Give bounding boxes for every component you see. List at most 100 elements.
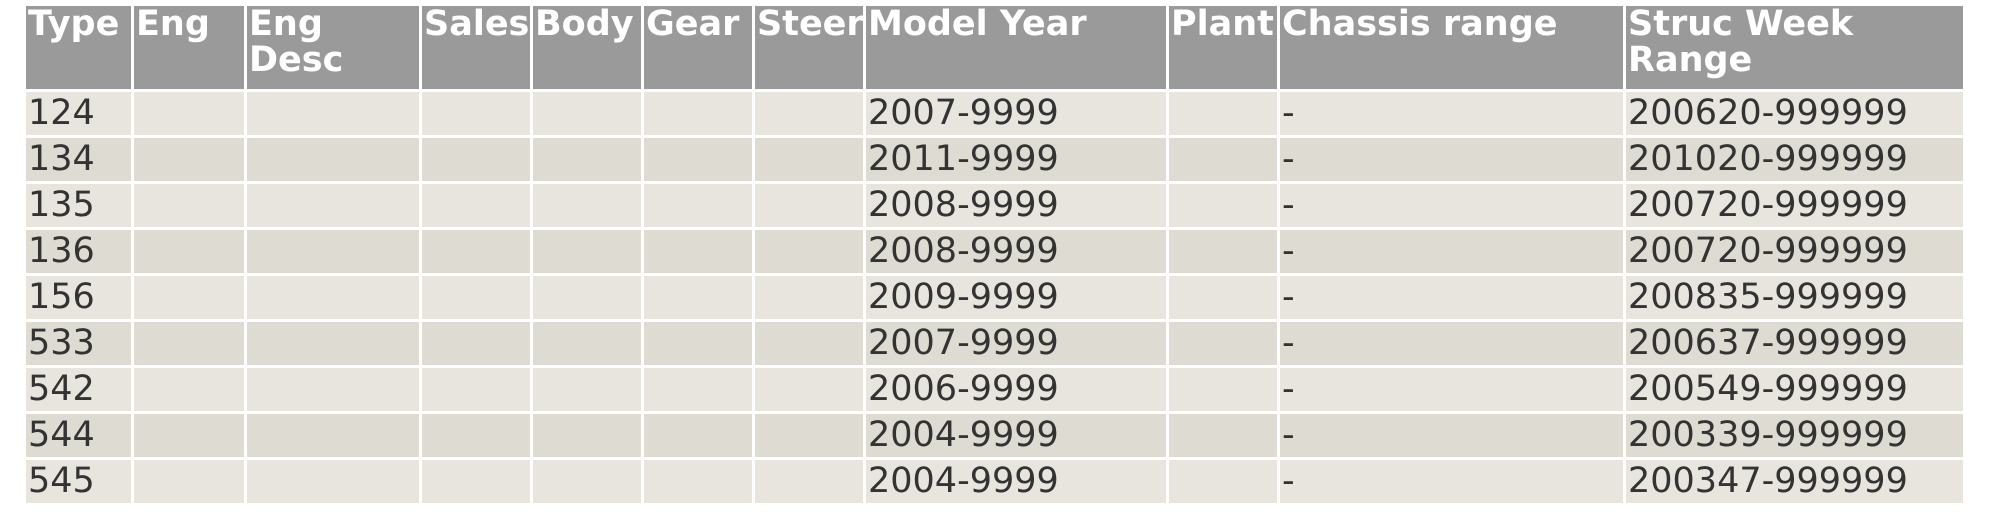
table-header: Type Eng Eng Desc Sales Body Gear Steer … (26, 6, 1963, 89)
cell-steer (755, 92, 863, 135)
header-row: Type Eng Eng Desc Sales Body Gear Steer … (26, 6, 1963, 89)
cell-eng (134, 368, 244, 411)
cell-body (533, 184, 641, 227)
cell-steer (755, 414, 863, 457)
column-header-struc-week-range: Struc Week Range (1626, 6, 1963, 89)
cell-eng-desc (247, 184, 419, 227)
cell-sales (422, 322, 530, 365)
cell-chassis-range: - (1280, 92, 1623, 135)
cell-chassis-range: - (1280, 414, 1623, 457)
cell-model-year: 2004-9999 (866, 460, 1166, 503)
cell-model-year: 2004-9999 (866, 414, 1166, 457)
cell-type: 136 (26, 230, 131, 273)
cell-chassis-range: - (1280, 276, 1623, 319)
cell-eng-desc (247, 276, 419, 319)
cell-eng-desc (247, 414, 419, 457)
column-header-type: Type (26, 6, 131, 89)
cell-eng (134, 230, 244, 273)
cell-body (533, 230, 641, 273)
table-row: 136 2008-9999 -200720-999999 (26, 230, 1963, 273)
cell-body (533, 414, 641, 457)
cell-type: 542 (26, 368, 131, 411)
cell-struc-week-range: 200347-999999 (1626, 460, 1963, 503)
cell-gear (644, 414, 752, 457)
cell-eng (134, 460, 244, 503)
cell-struc-week-range: 200720-999999 (1626, 230, 1963, 273)
cell-eng (134, 184, 244, 227)
cell-chassis-range: - (1280, 322, 1623, 365)
table-body: 124 2007-9999-200620-999999 134 2011-9999-2… (26, 92, 1963, 503)
cell-eng-desc (247, 368, 419, 411)
cell-eng-desc (247, 230, 419, 273)
column-header-plant: Plant (1169, 6, 1277, 89)
cell-body (533, 368, 641, 411)
cell-plant (1169, 230, 1277, 273)
cell-type: 545 (26, 460, 131, 503)
cell-gear (644, 230, 752, 273)
cell-plant (1169, 460, 1277, 503)
cell-gear (644, 322, 752, 365)
table-row: 135 2008-9999 -200720-999999 (26, 184, 1963, 227)
cell-struc-week-range: 200620-999999 (1626, 92, 1963, 135)
cell-gear (644, 92, 752, 135)
table-row: 134 2011-9999 -201020-999999 (26, 138, 1963, 181)
cell-plant (1169, 414, 1277, 457)
cell-struc-week-range: 200835-999999 (1626, 276, 1963, 319)
cell-chassis-range: - (1280, 230, 1623, 273)
cell-sales (422, 460, 530, 503)
cell-sales (422, 414, 530, 457)
cell-steer (755, 230, 863, 273)
cell-eng (134, 276, 244, 319)
cell-type: 533 (26, 322, 131, 365)
cell-struc-week-range: 200339-999999 (1626, 414, 1963, 457)
table-row: 156 2009-9999 -200835-999999 (26, 276, 1963, 319)
cell-eng-desc (247, 460, 419, 503)
cell-gear (644, 184, 752, 227)
cell-chassis-range: - (1280, 184, 1623, 227)
cell-sales (422, 276, 530, 319)
cell-steer (755, 322, 863, 365)
cell-struc-week-range: 200637-999999 (1626, 322, 1963, 365)
cell-gear (644, 460, 752, 503)
table-row: 545 2004-9999 -200347-999999 (26, 460, 1963, 503)
cell-model-year: 2008-9999 (866, 230, 1166, 273)
cell-plant (1169, 184, 1277, 227)
cell-chassis-range: - (1280, 368, 1623, 411)
cell-model-year: 2006-9999 (866, 368, 1166, 411)
cell-chassis-range: - (1280, 460, 1623, 503)
cell-struc-week-range: 200720-999999 (1626, 184, 1963, 227)
cell-sales (422, 184, 530, 227)
cell-eng (134, 138, 244, 181)
table-row: 533 2007-9999 -200637-999999 (26, 322, 1963, 365)
cell-eng (134, 322, 244, 365)
cell-body (533, 460, 641, 503)
cell-model-year: 2011-9999 (866, 138, 1166, 181)
cell-eng-desc (247, 92, 419, 135)
cell-model-year: 2009-9999 (866, 276, 1166, 319)
cell-steer (755, 368, 863, 411)
cell-struc-week-range: 201020-999999 (1626, 138, 1963, 181)
column-header-eng: Eng (134, 6, 244, 89)
column-header-gear: Gear (644, 6, 752, 89)
cell-plant (1169, 322, 1277, 365)
cell-eng-desc (247, 322, 419, 365)
cell-steer (755, 184, 863, 227)
cell-eng (134, 414, 244, 457)
cell-gear (644, 138, 752, 181)
table-row: 542 2006-9999 -200549-999999 (26, 368, 1963, 411)
cell-plant (1169, 368, 1277, 411)
cell-steer (755, 276, 863, 319)
cell-chassis-range: - (1280, 138, 1623, 181)
cell-sales (422, 138, 530, 181)
cell-sales (422, 230, 530, 273)
table-row: 544 2004-9999 -200339-999999 (26, 414, 1963, 457)
cell-struc-week-range: 200549-999999 (1626, 368, 1963, 411)
cell-steer (755, 460, 863, 503)
column-header-sales: Sales (422, 6, 530, 89)
column-header-chassis-range: Chassis range (1280, 6, 1623, 89)
cell-plant (1169, 92, 1277, 135)
cell-gear (644, 276, 752, 319)
cell-model-year: 2007-9999 (866, 322, 1166, 365)
cell-body (533, 276, 641, 319)
cell-eng (134, 92, 244, 135)
